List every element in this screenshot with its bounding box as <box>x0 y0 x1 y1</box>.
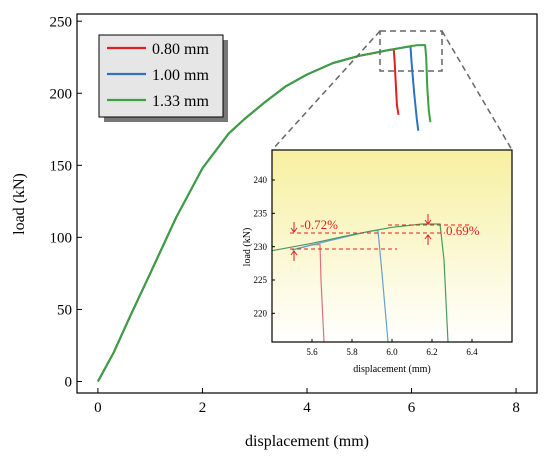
inset-annotations: -0.72% 0.69% <box>290 214 480 261</box>
x-tick-label: 2 <box>199 400 207 416</box>
y-tick-label: 250 <box>50 14 73 30</box>
x-tick-label: 8 <box>512 400 520 416</box>
annotation-080-percent: -0.72% <box>300 217 338 232</box>
x-tick-label: 6.0 <box>386 347 398 357</box>
y-tick-label: 235 <box>254 208 268 218</box>
y-tick-label: 50 <box>57 303 72 319</box>
inset-series <box>271 223 449 343</box>
y-tick-label: 230 <box>254 242 268 252</box>
series-line-133 <box>97 44 432 382</box>
y-tick-label: 100 <box>50 231 73 247</box>
inset-x-axis-label: displacement (mm) <box>353 364 430 375</box>
main-plot-frame <box>76 13 538 394</box>
main-x-axis-label: displacement (mm) <box>245 433 369 450</box>
legend-label: 0.80 mm <box>152 41 209 58</box>
y-tick-label: 220 <box>254 308 268 318</box>
series-line-133 <box>271 223 449 343</box>
main-series <box>97 44 432 382</box>
legend-label: 1.33 mm <box>152 93 209 110</box>
main-plot: 0 2 4 6 8 0 50 100 150 200 250 displacement (mm) l… <box>11 13 538 450</box>
x-tick-label: 6.2 <box>426 347 437 357</box>
y-tick-label: 0 <box>65 375 73 391</box>
inset-plot: 5.6 5.8 6.0 6.2 6.4 220 225 230 235 240 -0.72% 0.… <box>242 149 513 375</box>
arrow-up-icon <box>424 234 432 245</box>
x-tick-label: 6 <box>408 400 416 416</box>
inset-y-axis-label: load (kN) <box>242 228 253 267</box>
inset-plot-frame <box>271 149 513 343</box>
inset-background <box>272 150 512 342</box>
zoom-connector-left <box>271 30 381 151</box>
inset-ticks: 5.6 5.8 6.0 6.2 6.4 220 225 230 235 240 <box>254 175 479 357</box>
x-tick-label: 5.6 <box>306 347 318 357</box>
main-y-axis-label: load (kN) <box>11 173 28 235</box>
zoom-region-box <box>379 30 443 72</box>
arrow-up-icon <box>290 250 298 261</box>
legend-label: 1.00 mm <box>152 67 209 84</box>
y-tick-label: 225 <box>254 275 268 285</box>
arrow-down-icon <box>290 222 298 233</box>
arrow-down-icon <box>424 214 432 225</box>
legend: 0.80 mm 1.00 mm 1.33 mm <box>98 34 228 122</box>
x-tick-label: 4 <box>303 400 311 416</box>
y-tick-label: 240 <box>254 175 268 185</box>
main-ticks: 0 2 4 6 8 0 50 100 150 200 250 <box>50 14 520 416</box>
y-tick-label: 200 <box>50 87 73 103</box>
legend-items: 0.80 mm 1.00 mm 1.33 mm <box>107 41 209 110</box>
y-tick-label: 150 <box>50 159 73 175</box>
zoom-connector-right <box>441 30 513 151</box>
annotation-133-percent: 0.69% <box>446 223 480 238</box>
zoom-indicator <box>271 30 513 151</box>
x-tick-label: 5.8 <box>346 347 358 357</box>
x-tick-label: 0 <box>94 400 102 416</box>
x-tick-label: 6.4 <box>466 347 478 357</box>
